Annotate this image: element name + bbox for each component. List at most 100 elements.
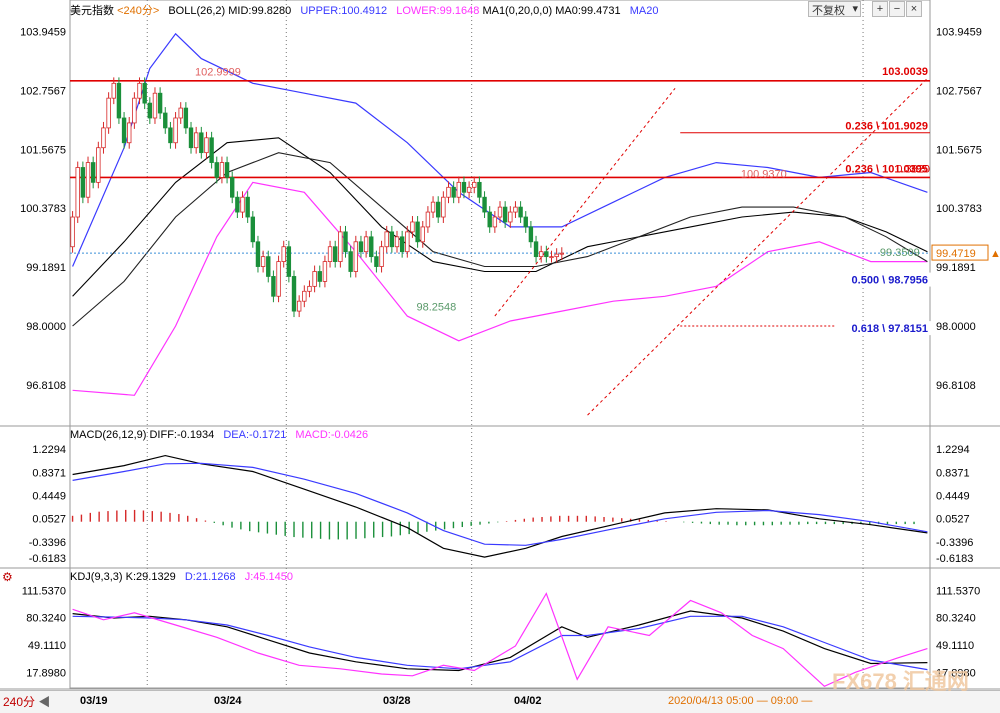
candle-body [188,127,194,149]
candle-body [487,211,492,228]
candle-body [518,206,523,218]
ma20-label: MA20 [629,5,659,17]
fib-label-bg [835,321,932,336]
candle-body [296,300,302,312]
macd-tick-right: -0.3396 [936,537,973,549]
candle-body [173,117,178,144]
macd-tick-left: 0.4449 [32,490,66,502]
status-bar: 240分 ◀ 03/19 03/24 03/28 04/02 2020/04/1… [0,690,1000,713]
price-tick-right: 100.3783 [936,203,982,215]
candle-body [121,117,127,144]
candle-body [183,107,189,129]
kdj-tick-left: 111.5370 [22,585,66,597]
kdj-tick-left: 17.8980 [26,667,66,679]
candle-body [322,261,328,282]
price-tick-left: 99.1891 [26,262,66,274]
macd-dea-line [72,462,928,546]
candle-body [90,162,96,183]
settings-icon[interactable]: ⚙ [2,570,13,584]
candle-body [224,162,230,178]
trend-channel-line [494,87,676,317]
candle-body [245,196,250,218]
candle-body [235,196,240,213]
candle-body [219,162,225,178]
candle-body [291,276,297,312]
x-label-2: 03/28 [383,695,411,707]
macd-tick-right: 0.0527 [936,514,970,526]
candle-body [502,206,508,223]
candle-body [163,112,168,129]
candle-body [302,290,307,302]
candle-body [333,246,338,262]
candle-body [358,241,364,253]
adjust-label: 不复权 [812,5,845,17]
boll-lower-line [72,181,928,396]
kdj-title: KDJ(9,3,3) [70,571,123,583]
macd-value: MACD:-0.0426 [295,429,369,441]
candle-body [389,231,395,248]
candle-body [85,162,91,198]
time-range: 2020/04/13 05:00 — 09:00 — [668,695,813,707]
candle-body [343,231,348,253]
kdj-tick-right: 17.8980 [936,667,976,679]
candle-body [199,132,204,154]
adjust-select[interactable]: 不复权 ▾ [808,1,861,17]
candle-body [436,201,441,218]
candle-body [101,127,106,149]
x-label-1: 03/24 [214,695,242,707]
candle-body [168,127,173,144]
macd-tick-right: 0.8371 [936,467,970,479]
price-annotation: 0.618 \ 97.8151 [852,323,928,335]
candle-body [96,147,101,183]
candle-body [508,211,513,223]
price-annotation: 0.236 \ 101.0395 [845,163,928,175]
candle-body [554,253,559,258]
fib-label-bg [835,272,932,287]
candle-body [492,216,498,228]
price-marker-icon: ▲ [990,248,1000,260]
kdj-j-line [72,592,928,688]
candle-body [523,216,528,228]
macd-tick-left: -0.6183 [29,553,66,565]
chevron-left-icon: ◀ [38,695,51,709]
candle-body [353,241,359,272]
close-icon[interactable]: × [906,1,922,17]
candle-body [461,181,467,193]
add-icon[interactable]: + [872,1,888,17]
x-label-3: 04/02 [514,695,542,707]
last-price-label: 99.4719 [936,248,976,260]
candle-body [70,216,75,248]
candle-body [363,236,369,253]
x-label-0: 03/19 [80,695,108,707]
candle-body [193,132,199,149]
candle-body [250,216,256,243]
macd-tick-right: -0.6183 [936,553,973,565]
candle-body [281,246,286,262]
macd-title: MACD(26,12,9) [70,429,147,441]
candle-body [276,261,281,297]
remove-icon[interactable]: − [889,1,905,17]
price-tick-right: 96.8108 [936,380,976,392]
period-select[interactable]: 240分 ◀ [3,693,50,710]
candle-body [178,107,183,119]
candle-body [230,177,235,198]
kdj-k: K:29.1329 [125,571,176,583]
candle-body [369,236,374,258]
boll-upper: UPPER:100.4912 [300,5,388,17]
kdj-tick-left: 80.3240 [26,613,66,625]
price-tick-right: 102.7567 [936,85,982,97]
boll-label: BOLL(26,2) [168,5,226,17]
candle-body [477,181,482,198]
candle-body [312,271,317,287]
boll-mid: MID:99.8280 [228,5,292,17]
candle-body [214,162,219,178]
price-tick-right: 98.0000 [936,321,976,333]
candle-body [111,82,116,99]
macd-tick-left: 0.8371 [32,467,66,479]
macd-diff: DIFF:-0.1934 [149,429,215,441]
candle-body [528,226,534,243]
candle-body [544,251,549,258]
price-annotation: 100.9370 [741,169,787,181]
candle-body [209,137,214,163]
